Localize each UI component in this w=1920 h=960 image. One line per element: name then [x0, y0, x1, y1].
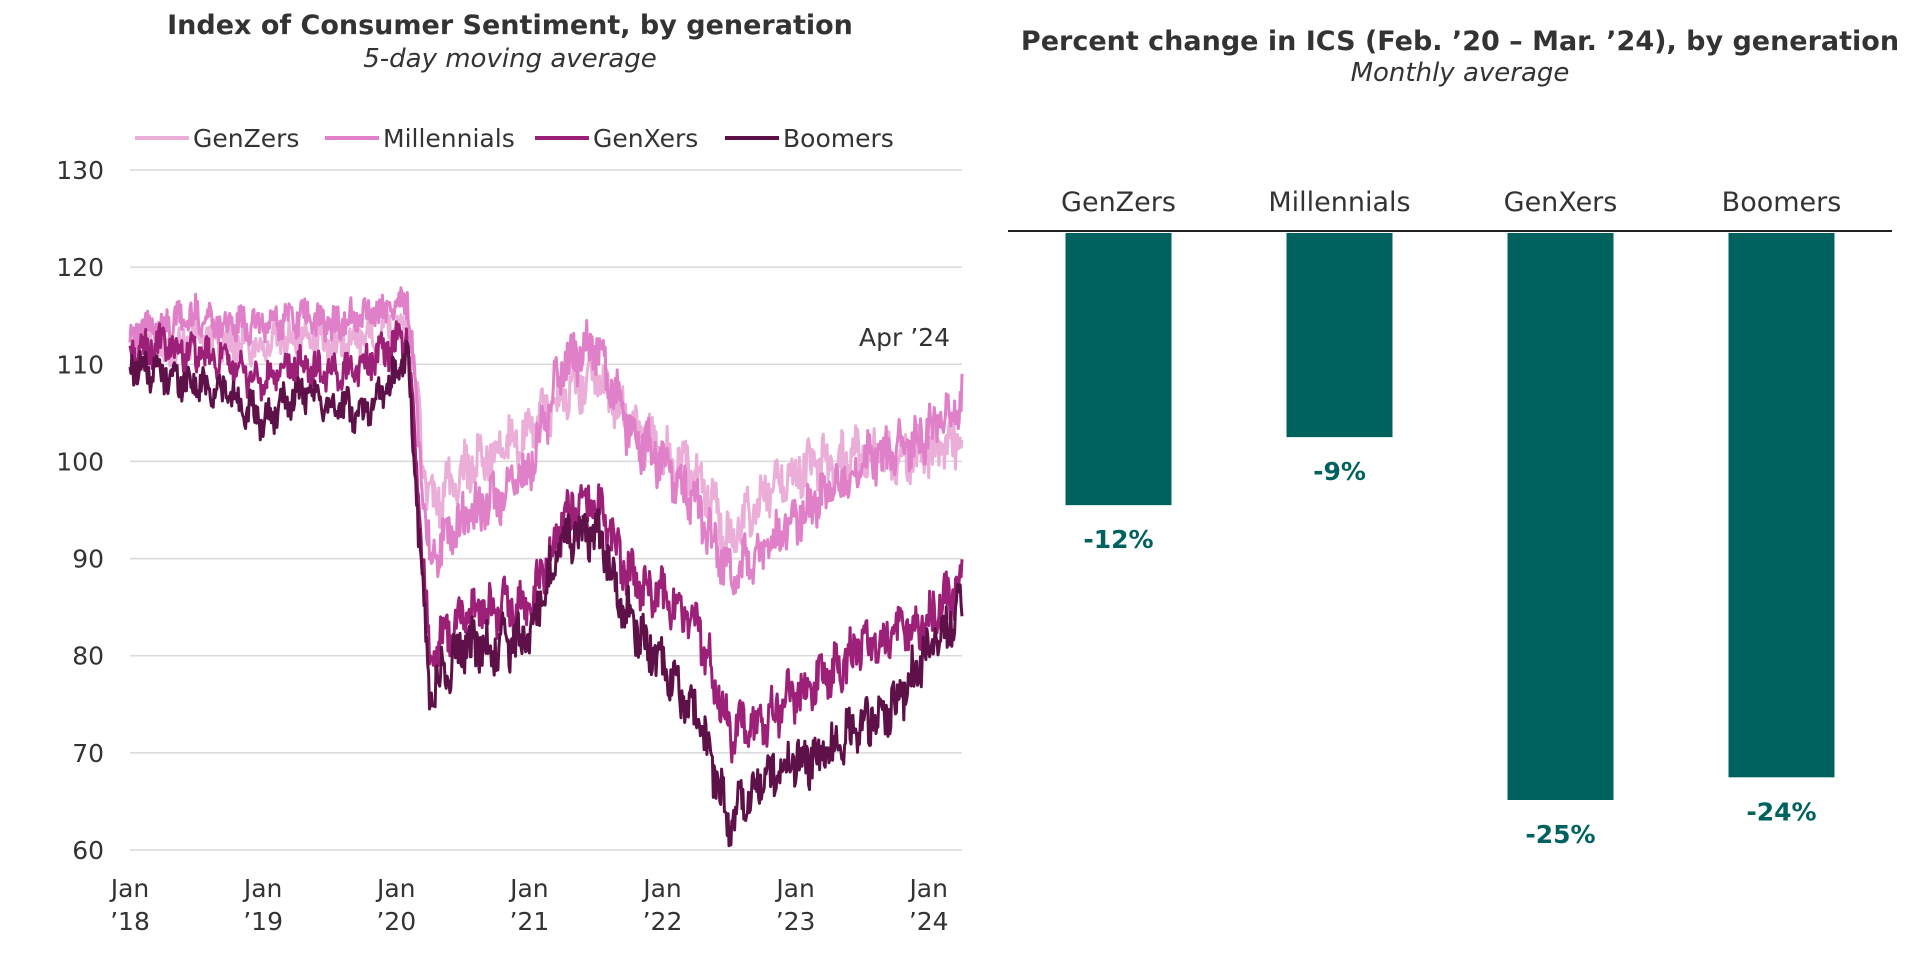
- right-chart-title: Percent change in ICS (Feb. ’20 – Mar. ’…: [1020, 26, 1900, 57]
- y-tick-label: 120: [56, 253, 104, 282]
- right-chart-subtitle: Monthly average: [1350, 58, 1570, 88]
- category-label-millennials: Millennials: [1268, 187, 1410, 218]
- value-label-boomers: -24%: [1746, 797, 1816, 826]
- series-line-millennials: [128, 286, 964, 596]
- legend-label-millennials: Millennials: [383, 124, 515, 153]
- series-line-boomers: [128, 339, 964, 848]
- x-tick-label-year: ’24: [909, 907, 949, 936]
- x-tick-label: Jan: [907, 874, 948, 903]
- y-tick-label: 80: [72, 642, 104, 671]
- x-tick-label-year: ’21: [509, 907, 549, 936]
- category-label-genzers: GenZers: [1061, 187, 1176, 218]
- value-label-millennials: -9%: [1313, 457, 1366, 486]
- y-tick-label: 60: [72, 836, 104, 865]
- x-tick-label: Jan: [375, 874, 416, 903]
- y-tick-label: 70: [72, 739, 104, 768]
- x-tick-label: Jan: [508, 874, 549, 903]
- legend-label-genzers: GenZers: [193, 124, 299, 153]
- x-tick-label-year: ’22: [643, 907, 683, 936]
- category-label-boomers: Boomers: [1722, 187, 1842, 218]
- category-label-genxers: GenXers: [1504, 187, 1618, 218]
- x-tick-label-year: ’18: [110, 907, 150, 936]
- y-tick-label: 90: [72, 545, 104, 574]
- x-tick-label: Jan: [641, 874, 682, 903]
- x-tick-label: Jan: [774, 874, 815, 903]
- bar-genzers: [1065, 233, 1172, 506]
- y-tick-label: 130: [56, 156, 104, 185]
- x-tick-label: Jan: [109, 874, 150, 903]
- legend-label-genxers: GenXers: [593, 124, 698, 153]
- y-tick-label: 110: [56, 350, 104, 379]
- left-chart-title: Index of Consumer Sentiment, by generati…: [167, 10, 853, 41]
- annotation-apr-24: Apr ’24: [859, 323, 950, 352]
- x-tick-label-year: ’20: [376, 907, 416, 936]
- value-label-genxers: -25%: [1525, 820, 1595, 849]
- x-tick-label-year: ’23: [776, 907, 816, 936]
- bar-millennials: [1286, 233, 1393, 438]
- bar-boomers: [1728, 233, 1835, 778]
- left-chart-subtitle: 5-day moving average: [363, 44, 657, 74]
- series-line-genxers: [128, 320, 964, 764]
- value-label-genzers: -12%: [1083, 525, 1153, 554]
- bar-genxers: [1507, 233, 1614, 800]
- y-tick-label: 100: [56, 447, 104, 476]
- x-tick-label: Jan: [242, 874, 283, 903]
- legend-label-boomers: Boomers: [783, 124, 894, 153]
- x-tick-label-year: ’19: [243, 907, 283, 936]
